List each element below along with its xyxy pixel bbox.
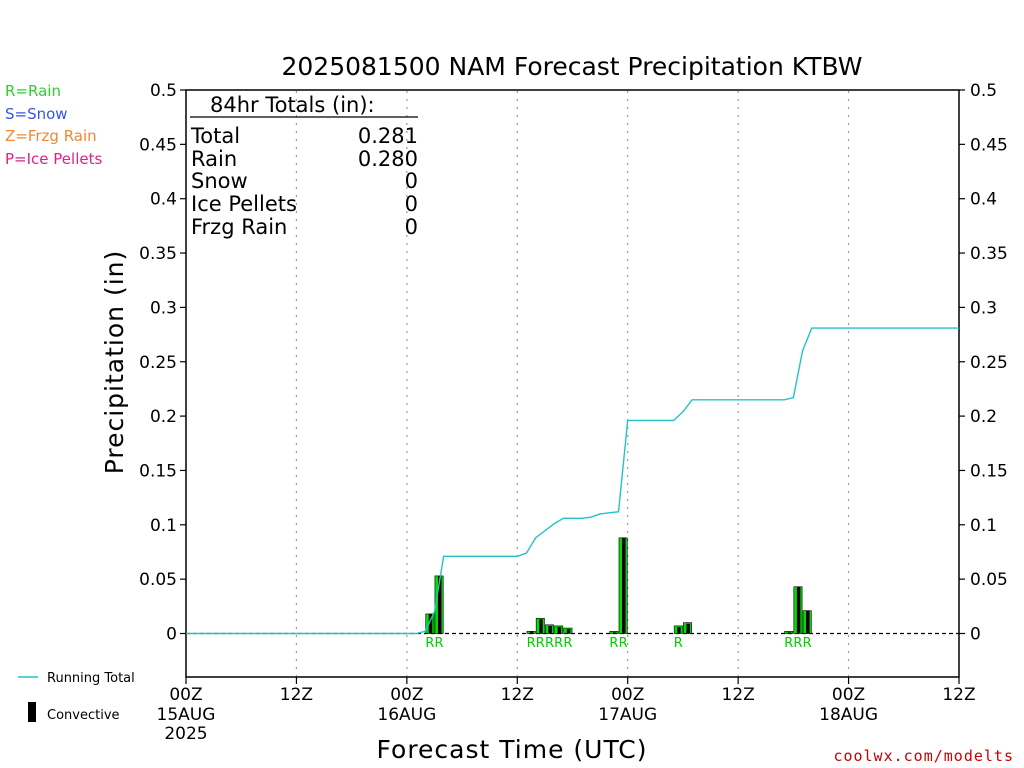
precip-type-marker: R — [609, 636, 618, 651]
totals-total-value: 0.281 — [358, 124, 418, 148]
grid-lines — [295, 91, 850, 676]
y-tick-label-right: 0.3 — [970, 298, 997, 318]
totals-rain-value: 0.280 — [358, 147, 418, 171]
x-tick-label-time: 00Z — [832, 685, 865, 705]
bottom-legend: Running Total Convective — [18, 671, 135, 723]
precip-bars — [425, 537, 812, 634]
y-tick-label-right: 0.5 — [970, 81, 997, 101]
y-tick-label-left: 0.4 — [150, 190, 177, 210]
y-tick-label-right: 0 — [970, 625, 981, 645]
y-tick-label-left: 0.5 — [150, 81, 177, 101]
y-tick-label-left: 0.05 — [139, 570, 177, 590]
x-tick-label-time: 00Z — [169, 685, 202, 705]
y-tick-label-left: 0.25 — [139, 353, 177, 373]
x-tick-label-time: 12Z — [501, 685, 534, 705]
x-tick-label-time: 12Z — [942, 685, 975, 705]
x-axis-title: Forecast Time (UTC) — [377, 735, 648, 764]
x-tick-label-date: 17AUG — [598, 705, 657, 725]
legend-frzg-rain: Z=Frzg Rain — [5, 127, 97, 145]
convective-bar — [557, 626, 562, 634]
legend-rain: R=Rain — [5, 82, 61, 100]
y-tick-label-right: 0.4 — [970, 190, 997, 210]
y-tick-label-right: 0.25 — [970, 353, 1008, 373]
totals-frzg-value: 0 — [405, 215, 418, 239]
y-tick-label-right: 0.35 — [970, 244, 1008, 264]
convective-bar — [686, 623, 690, 634]
y-tick-label-right: 0.45 — [970, 135, 1008, 155]
precip-type-marker: R — [536, 636, 545, 651]
x-tick-label-time: 00Z — [390, 685, 423, 705]
x-tick-label-time: 00Z — [611, 685, 644, 705]
precip-type-marker: R — [527, 636, 536, 651]
convective-bar — [530, 631, 534, 634]
y-tick-label-left: 0.1 — [150, 516, 177, 536]
convective-bar — [677, 626, 681, 634]
precip-type-marker: R — [674, 636, 683, 651]
running-total-legend-label: Running Total — [47, 671, 135, 686]
y-tick-label-left: 0.35 — [139, 244, 177, 264]
precip-type-marker: R — [803, 636, 812, 651]
y-tick-label-right: 0.15 — [970, 461, 1008, 481]
x-tick-label-date: 15AUG — [157, 705, 216, 725]
x-tick-label-date: 18AUG — [819, 705, 878, 725]
convective-bar — [622, 537, 626, 634]
y-tick-label-left: 0.3 — [150, 298, 177, 318]
y-axis-title: Precipitation (in) — [100, 250, 129, 475]
legend-snow: S=Snow — [5, 105, 68, 123]
y-tick-label-right: 0.05 — [970, 570, 1008, 590]
totals-box: 84hr Totals (in): Total 0.281 Rain 0.280… — [190, 93, 418, 239]
precip-type-marker: R — [563, 636, 572, 651]
totals-ice-value: 0 — [405, 192, 418, 216]
totals-ice-label: Ice Pellets — [191, 192, 297, 216]
x-tick-label-year: 2025 — [164, 724, 207, 744]
convective-bar — [566, 629, 571, 634]
totals-total-label: Total — [190, 124, 240, 148]
y-tick-label-left: 0.15 — [139, 461, 177, 481]
convective-bar — [548, 625, 552, 634]
x-tick-label-time: 12Z — [280, 685, 313, 705]
y-tick-label-right: 0.2 — [970, 407, 997, 427]
precip-type-marker: R — [545, 636, 554, 651]
convective-bar — [612, 632, 617, 634]
convective-swatch — [28, 702, 36, 722]
y-tick-label-left: 0 — [166, 625, 177, 645]
totals-frzg-label: Frzg Rain — [191, 215, 287, 239]
precip-type-marker: R — [784, 636, 793, 651]
precip-type-marker: R — [435, 636, 444, 651]
convective-bar — [437, 575, 442, 634]
totals-rain-label: Rain — [191, 147, 237, 171]
y-axis-ticks: 0 00.05 0.050.1 0.10.15 0.150.2 0.20.25 0.250.… — [139, 81, 1008, 645]
convective-bar — [539, 619, 543, 634]
precip-type-marker: R — [554, 636, 563, 651]
convective-bar — [796, 586, 801, 634]
precip-type-marker: R — [619, 636, 628, 651]
chart-title: 2025081500 NAM Forecast Precipitation KT… — [282, 52, 863, 81]
x-tick-label-date: 16AUG — [377, 705, 436, 725]
y-tick-label-left: 0.45 — [139, 135, 177, 155]
credit-text: coolwx.com/modelts — [833, 747, 1014, 765]
plot-frame — [185, 89, 960, 678]
precip-type-marker: R — [793, 636, 802, 651]
convective-bar — [428, 613, 433, 634]
convective-legend-label: Convective — [47, 708, 120, 723]
convective-bar — [787, 632, 792, 634]
running-total-line — [186, 327, 959, 635]
y-tick-label-left: 0.2 — [150, 407, 177, 427]
legend-ice-pellets: P=Ice Pellets — [5, 150, 102, 168]
totals-snow-value: 0 — [405, 169, 418, 193]
x-tick-label-time: 12Z — [722, 685, 755, 705]
precip-type-legend: R=Rain S=Snow Z=Frzg Rain P=Ice Pellets — [5, 82, 102, 168]
totals-snow-label: Snow — [191, 169, 248, 193]
y-tick-label-right: 0.1 — [970, 516, 997, 536]
convective-bar — [806, 610, 810, 634]
precip-type-marker: R — [425, 636, 434, 651]
totals-header: 84hr Totals (in): — [210, 93, 375, 117]
